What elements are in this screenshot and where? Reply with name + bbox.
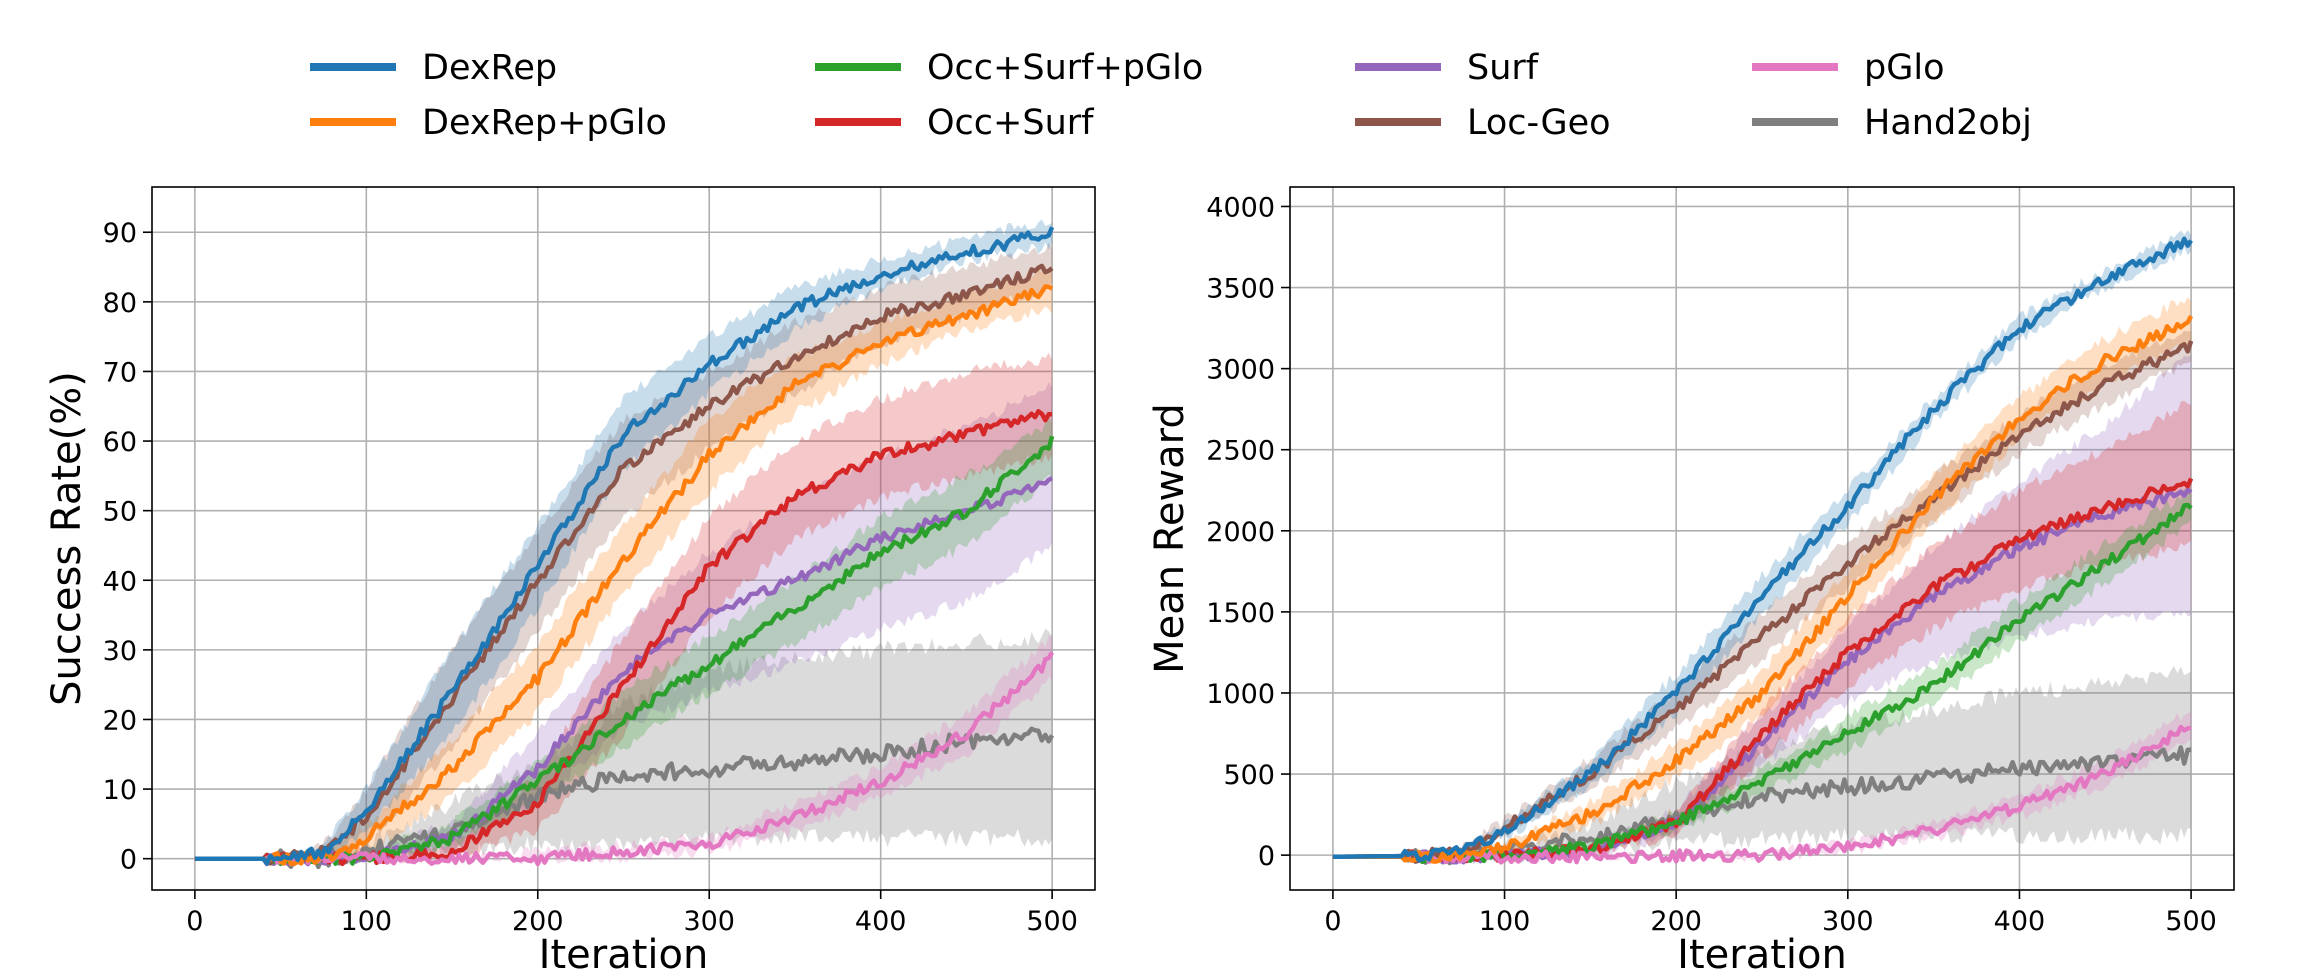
band-loc-geo	[1332, 330, 2192, 862]
legend-entry-occ-surf: Occ+Surf	[815, 103, 1094, 143]
x-tick-label: 300	[683, 906, 735, 937]
y-tick-label: 1000	[1206, 679, 1275, 710]
y-tick-label: 3500	[1206, 274, 1275, 305]
y-tick-label: 80	[103, 288, 137, 319]
band-hand2obj	[1332, 666, 2192, 865]
legend-label: Occ+Surf+pGlo	[927, 48, 1203, 88]
x-tick-label: 500	[1026, 906, 1078, 937]
y-tick-label: 1500	[1206, 598, 1275, 629]
band-surf	[1332, 356, 2192, 863]
y-tick-label: 3000	[1206, 355, 1275, 386]
band-occ-surf	[194, 352, 1053, 865]
legend-label: Loc-Geo	[1467, 103, 1611, 143]
legend: DexRep DexRep+pGlo Occ+Surf+pGlo Occ+Surf Su…	[310, 48, 2032, 143]
ticks: 0 100 200 300 400 500 0 500 1000 1500 2000 2500 3000…	[1206, 192, 2217, 937]
series-line-dexrep	[1332, 236, 2193, 863]
series-lines	[194, 226, 1055, 870]
x-tick-label: 400	[1994, 906, 2046, 937]
y-tick-label: 10	[103, 775, 137, 806]
y-axis-label: Success Rate(%)	[44, 371, 90, 706]
x-tick-label: 200	[512, 906, 564, 937]
y-tick-label: 90	[103, 218, 137, 249]
x-tick-label: 400	[855, 906, 907, 937]
x-axis-label: Iteration	[1677, 932, 1847, 976]
y-tick-label: 30	[103, 636, 137, 667]
y-tick-label: 40	[103, 566, 137, 597]
band-dexrep-pglo	[194, 264, 1053, 864]
grid	[1290, 187, 2234, 890]
y-tick-label: 50	[103, 497, 137, 528]
series-line-dexrep-pglo	[194, 284, 1054, 867]
y-tick-label: 2000	[1206, 517, 1275, 548]
y-tick-label: 60	[103, 427, 137, 458]
legend-entry-hand2obj: Hand2obj	[1752, 103, 2032, 143]
series-line-dexrep-pglo	[1332, 315, 2194, 864]
band-occ-surf-pglo	[1332, 488, 2192, 863]
confidence-bands	[1332, 230, 2192, 865]
band-hand2obj	[194, 628, 1053, 867]
x-tick-label: 100	[1479, 906, 1531, 937]
series-line-dexrep	[194, 226, 1055, 866]
series-line-occ-surf	[1332, 477, 2194, 864]
plot-frame	[1289, 186, 2235, 891]
confidence-bands	[194, 219, 1053, 867]
y-tick-label: 70	[103, 357, 137, 388]
band-dexrep-pglo	[1332, 297, 2192, 863]
x-tick-label: 0	[186, 906, 203, 937]
legend-label: DexRep+pGlo	[422, 103, 667, 143]
band-pglo	[194, 635, 1053, 865]
band-loc-geo	[194, 242, 1053, 864]
y-axis-label: Mean Reward	[1147, 403, 1193, 674]
ticks: 0 100 200 300 400 500 0 10 20 30 40 50 60 70 80 90	[103, 218, 1078, 937]
x-tick-label: 0	[1324, 906, 1341, 937]
band-pglo	[1332, 711, 2192, 863]
mean-reward-panel: 0 100 200 300 400 500 0 500 1000 1500 2000 2500 3000…	[1147, 186, 2235, 976]
legend-label: Occ+Surf	[927, 103, 1094, 143]
y-tick-label: 0	[120, 845, 137, 876]
legend-label: Hand2obj	[1864, 103, 2032, 143]
legend-entry-loc-geo: Loc-Geo	[1355, 103, 1611, 143]
x-tick-label: 200	[1650, 906, 1702, 937]
legend-entry-dexrep-pglo: DexRep+pGlo	[310, 103, 667, 143]
y-tick-label: 20	[103, 705, 137, 736]
band-surf	[194, 382, 1053, 865]
x-tick-label: 500	[2165, 906, 2217, 937]
x-axis-label: Iteration	[539, 932, 709, 976]
legend-entry-surf: Surf	[1355, 48, 1539, 88]
x-tick-label: 100	[341, 906, 393, 937]
success-rate-panel: 0 100 200 300 400 500 0 10 20 30 40 50 60 70 80 90 Itera…	[44, 186, 1096, 976]
legend-entry-pglo: pGlo	[1752, 48, 1944, 88]
legend-label: DexRep	[422, 48, 557, 88]
y-tick-label: 2500	[1206, 436, 1275, 467]
series-line-loc-geo	[1332, 340, 2194, 864]
legend-label: Surf	[1467, 48, 1539, 88]
legend-label: pGlo	[1864, 48, 1944, 88]
y-tick-label: 500	[1223, 760, 1275, 791]
series-lines	[1332, 236, 2194, 866]
y-tick-label: 4000	[1206, 192, 1275, 223]
plot-frame	[151, 186, 1096, 891]
x-tick-label: 300	[1822, 906, 1874, 937]
legend-entry-occ-surf-pglo: Occ+Surf+pGlo	[815, 48, 1203, 88]
y-tick-label: 0	[1258, 841, 1275, 872]
legend-entry-dexrep: DexRep	[310, 48, 557, 88]
